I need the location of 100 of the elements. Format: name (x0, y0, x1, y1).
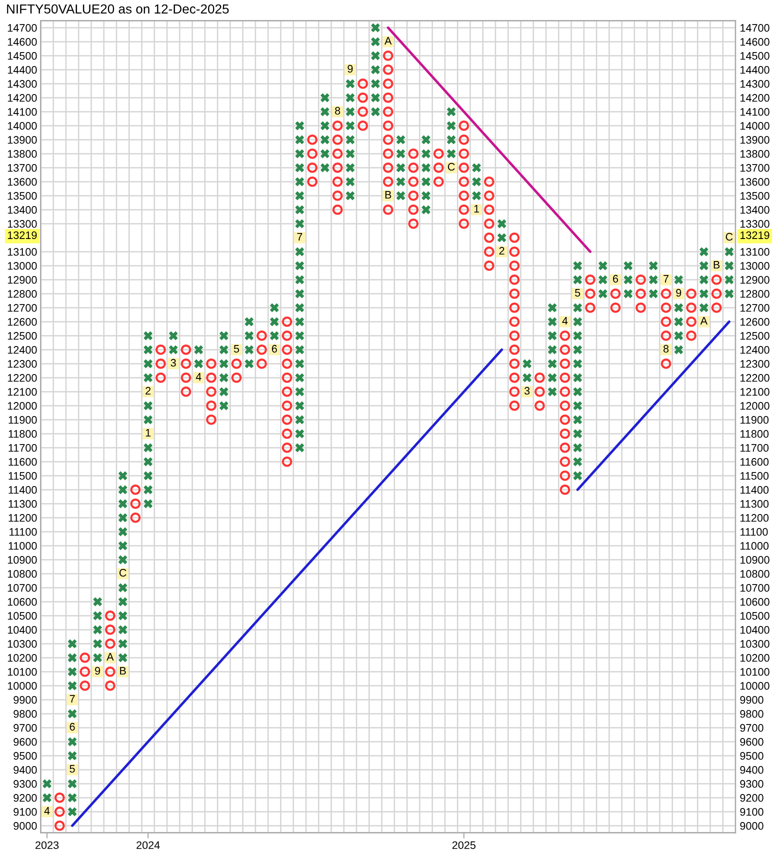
y-tick-label: 11800 (8, 430, 37, 438)
y-tick-label: 10900 (8, 556, 37, 564)
y2-tick-label: 11300 (740, 500, 769, 508)
y-tick-label: 9700 (14, 724, 37, 732)
y2-tick-label: 11200 (740, 514, 769, 522)
y2-tick-label: 14000 (740, 122, 770, 130)
y2-tick-label: 11600 (740, 458, 769, 466)
series-label: 2 (499, 246, 504, 254)
y2-tick-label: 13000 (740, 262, 770, 270)
y-tick-label: 12400 (8, 346, 37, 354)
y-tick-label: 14700 (8, 24, 37, 32)
y-tick-label: 12700 (8, 304, 37, 312)
y-tick-label: 13700 (8, 164, 37, 172)
y-tick-label: 10500 (8, 612, 37, 620)
y2-tick-label: 12100 (740, 388, 770, 396)
y-tick-label: 12800 (8, 290, 37, 298)
y-tick-label: 13219 (8, 231, 37, 240)
y-tick-label: 10300 (8, 640, 37, 648)
y2-tick-label: 13219 (740, 231, 770, 240)
y2-tick-label: 14700 (740, 24, 770, 32)
y-tick-label: 12000 (8, 402, 37, 410)
y-tick-label: 10700 (8, 584, 37, 592)
text: 9 (676, 288, 682, 297)
series-label: 8 (335, 106, 340, 115)
y2-tick-label: 14600 (740, 38, 770, 46)
y-tick-label: 9100 (14, 808, 37, 816)
y2-tick-label: 10300 (740, 640, 770, 648)
y2-tick-label: 13400 (740, 206, 770, 214)
text: 2 (146, 386, 151, 394)
text: 3 (524, 386, 530, 395)
y2-tick-label: 10000 (740, 682, 770, 690)
x-tick-label: 2025 (452, 841, 476, 849)
y-tick-label: 14200 (8, 94, 37, 102)
text: 8 (663, 344, 669, 353)
y2-tick-label: 12500 (740, 332, 770, 340)
y2-tick-label: 12200 (740, 374, 770, 382)
y2-tick-label: 9900 (740, 696, 764, 704)
y-tick-label: 12300 (8, 360, 37, 368)
text: 4 (562, 317, 568, 324)
y2-tick-label: 13300 (740, 220, 770, 228)
y2-tick-label: 11800 (740, 430, 769, 438)
y2-tick-label: 9100 (740, 808, 764, 816)
y-tick-label: 12500 (8, 332, 37, 340)
y-tick-label: 11400 (8, 486, 37, 494)
y-tick-label: 10600 (8, 598, 37, 606)
y2-tick-label: 11400 (740, 486, 769, 494)
y-tick-label: 11200 (8, 514, 37, 522)
y2-tick-label: 12600 (740, 318, 770, 326)
y2-tick-label: 9000 (740, 822, 764, 830)
y-tick-label: 14000 (8, 122, 37, 130)
y-tick-label: 12100 (8, 388, 37, 396)
y2-tick-label: 9800 (740, 710, 764, 718)
y-tick-label: 11300 (8, 500, 37, 508)
y2-tick-label: 10900 (740, 556, 770, 564)
y2-tick-label: 10500 (740, 612, 770, 620)
y2-tick-label: 9700 (740, 724, 764, 732)
series-label: 1 (474, 205, 480, 212)
y-tick-label: 9600 (14, 738, 37, 746)
y-tick-label: 13900 (8, 136, 37, 144)
y-tick-label: 9500 (14, 752, 37, 760)
text: 7 (664, 275, 668, 282)
chart-title: NIFTY50VALUE20 as on 12-Dec-2025 (7, 4, 229, 14)
text: 6 (272, 344, 277, 353)
y2-tick-label: 12300 (740, 360, 770, 368)
y-tick-label: 12600 (8, 318, 37, 326)
y-tick-label: 10400 (8, 626, 37, 634)
y2-tick-label: 11100 (740, 528, 768, 536)
y-tick-label: 14600 (8, 38, 37, 46)
text: C (448, 162, 455, 171)
y2-tick-label: 11900 (740, 416, 769, 424)
y-tick-label: 13500 (8, 192, 37, 200)
y2-tick-label: 12400 (740, 346, 770, 354)
text: 7 (297, 233, 302, 240)
y2-tick-label: 9600 (740, 738, 764, 746)
y-tick-label: 13300 (8, 220, 37, 228)
series-label: 5 (70, 765, 75, 773)
y2-tick-label: 12000 (740, 402, 770, 410)
y2-tick-label: 10100 (740, 668, 770, 676)
y-tick-label: 11700 (8, 444, 37, 452)
y2-tick-label: 14300 (740, 80, 770, 88)
y2-tick-label: 12800 (740, 290, 770, 298)
y-tick-label: 14400 (8, 66, 37, 74)
text: 1 (146, 429, 151, 436)
text: B (385, 191, 392, 198)
y2-tick-label: 9300 (740, 780, 764, 788)
y2-tick-label: 10700 (740, 584, 770, 592)
series-label: B (120, 667, 126, 674)
y2-tick-label: 14400 (740, 66, 770, 74)
text: C (726, 232, 733, 241)
series-label: C (119, 568, 126, 577)
series-label: 7 (70, 695, 75, 702)
y-tick-label: 13000 (8, 262, 37, 270)
x-tick-label: 2023 (36, 841, 59, 849)
y2-tick-label: 10200 (740, 654, 770, 662)
y2-tick-label: 13100 (740, 248, 770, 256)
y2-tick-label: 9400 (740, 766, 764, 774)
y2-tick-label: 14500 (740, 52, 770, 60)
y-tick-label: 9000 (14, 822, 37, 830)
text: 5 (234, 345, 240, 353)
y-tick-label: 11500 (8, 472, 37, 480)
